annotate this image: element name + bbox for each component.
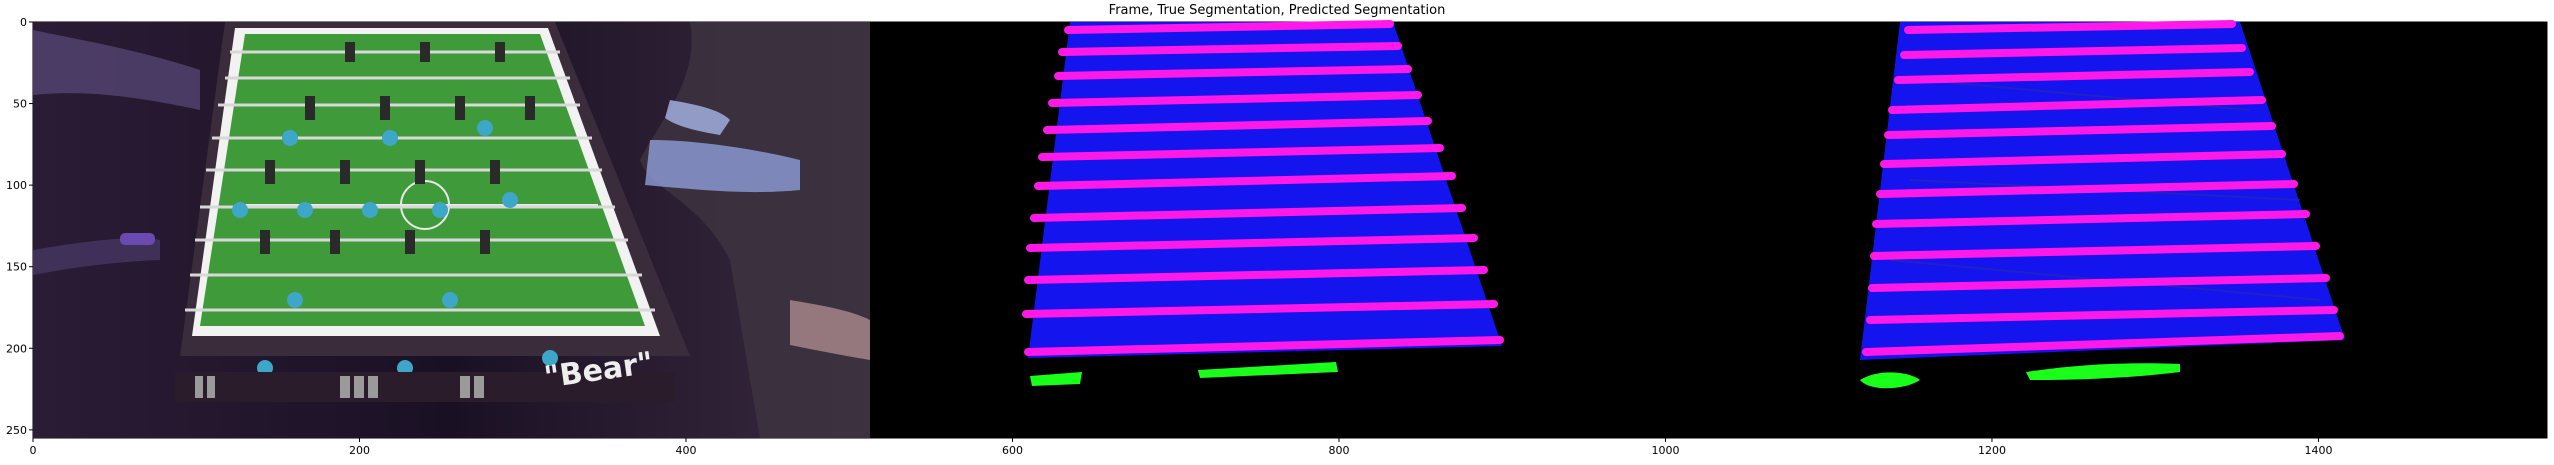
y-tick-label: 250: [6, 424, 27, 437]
x-tick-label: 1400: [2304, 444, 2332, 457]
y-tick-label: 50: [13, 98, 27, 111]
figure-title: Frame, True Segmentation, Predicted Segm…: [1108, 3, 1446, 18]
x-tick-label: 1200: [1978, 444, 2006, 457]
x-tick-label: 200: [349, 444, 370, 457]
y-tick-label: 100: [6, 179, 27, 192]
axis-ticks: 0 200 400 600 800 1000 1200 1400 0 50 100 150 200 250: [6, 16, 2332, 457]
panel-true-segmentation: [1022, 20, 1504, 386]
x-tick-label: 0: [30, 444, 37, 457]
y-tick-label: 150: [6, 261, 27, 274]
y-tick-label: 200: [6, 342, 27, 355]
x-tick-label: 800: [1328, 444, 1349, 457]
panel-predicted-segmentation: [1860, 20, 2345, 389]
y-tick-label: 0: [20, 16, 27, 29]
x-tick-label: 400: [675, 444, 696, 457]
x-tick-label: 1000: [1651, 444, 1679, 457]
x-tick-label: 600: [1002, 444, 1023, 457]
panel-frame: "Bear": [33, 22, 870, 438]
